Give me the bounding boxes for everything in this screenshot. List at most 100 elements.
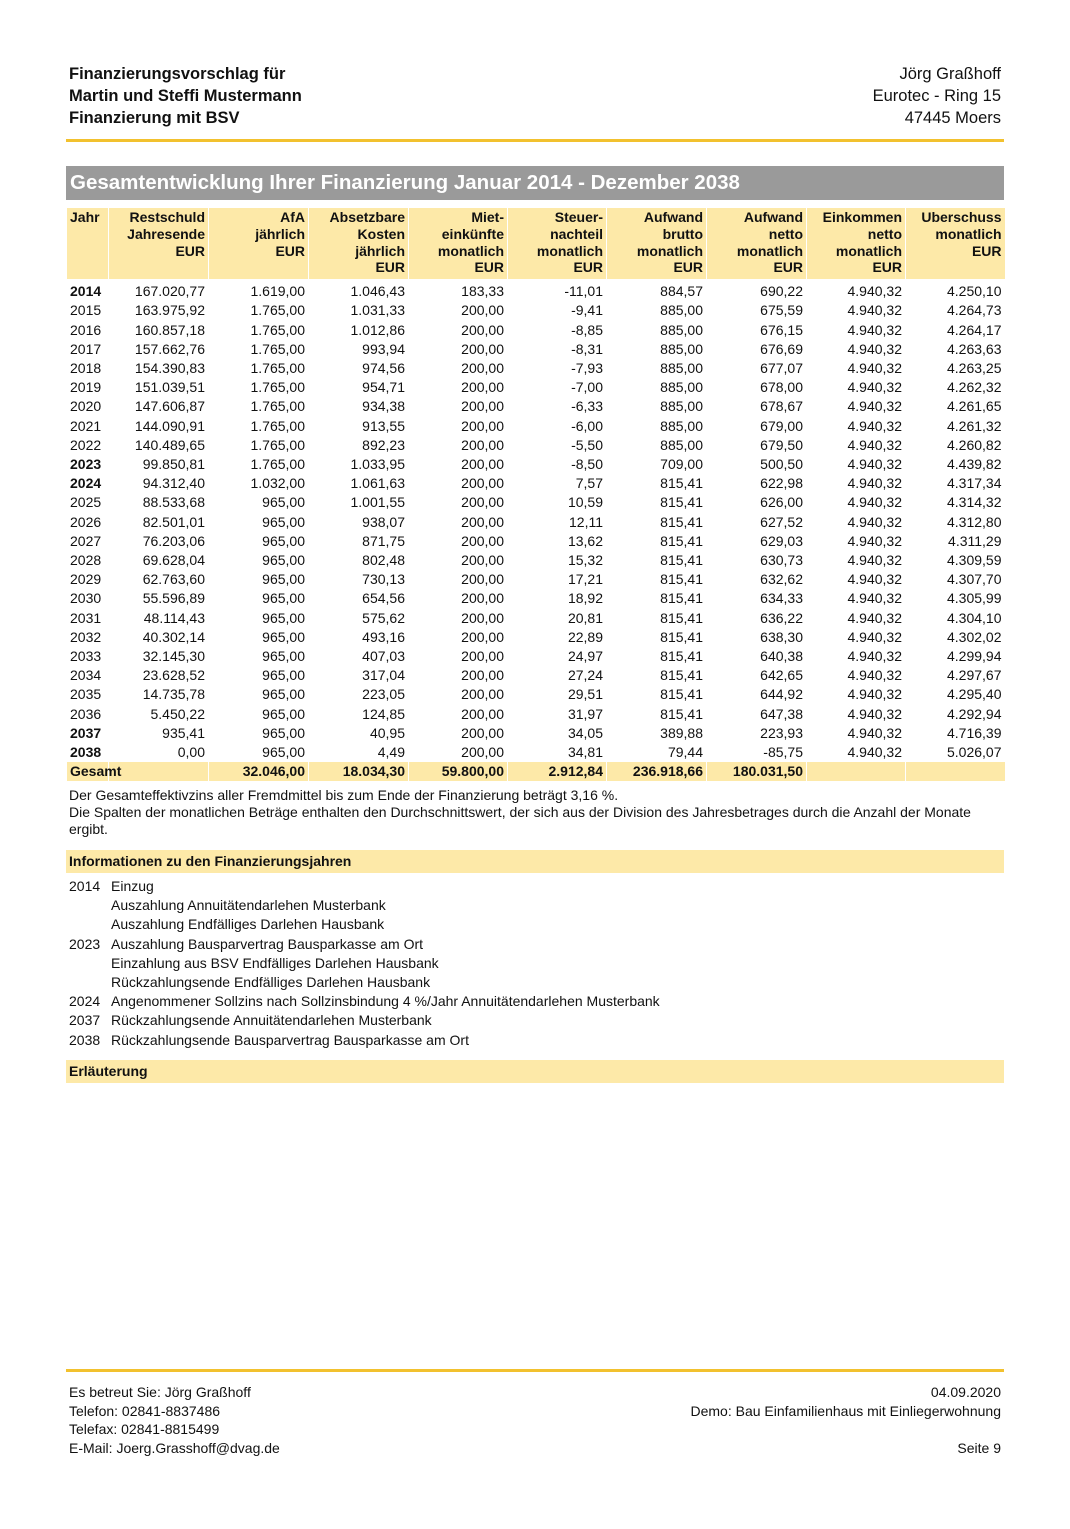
table-cell: 18,92 bbox=[507, 589, 607, 609]
table-cell: 389,88 bbox=[606, 723, 707, 744]
table-cell: -7,93 bbox=[507, 359, 607, 379]
total-cell: 18.034,30 bbox=[308, 762, 409, 782]
table-cell: 993,94 bbox=[308, 339, 409, 359]
table-cell: 913,55 bbox=[308, 416, 409, 436]
table-cell: 2031 bbox=[66, 608, 109, 628]
table-cell: 815,41 bbox=[606, 627, 707, 648]
table-cell: 4.940,32 bbox=[806, 378, 906, 398]
table-cell: 2035 bbox=[66, 685, 109, 705]
info-item: Rückzahlungsende Bausparvertrag Bauspark… bbox=[111, 1031, 469, 1048]
header-line: 47445 Moers bbox=[904, 109, 1001, 127]
table-cell: 4.307,70 bbox=[905, 570, 1005, 590]
table-cell: 815,41 bbox=[606, 704, 707, 724]
column-header: Uberschuss monatlich EUR bbox=[905, 208, 1005, 280]
table-cell: 223,05 bbox=[308, 685, 409, 705]
column-header-line: Uberschuss bbox=[921, 209, 1002, 225]
table-cell: 2021 bbox=[66, 416, 109, 436]
table-cell: -6,33 bbox=[507, 397, 607, 417]
table-cell: -8,50 bbox=[507, 455, 607, 475]
table-cell: 2017 bbox=[66, 339, 109, 359]
table-cell: 1.032,00 bbox=[208, 474, 309, 494]
table-cell: 677,07 bbox=[706, 359, 807, 379]
table-cell: 200,00 bbox=[408, 378, 508, 398]
column-header: Miet-einkünfte monatlich EUR bbox=[408, 208, 508, 280]
table-cell: 154.390,83 bbox=[108, 359, 209, 379]
table-cell: 644,92 bbox=[706, 685, 807, 705]
table-cell: 200,00 bbox=[408, 455, 508, 475]
table-cell: 76.203,06 bbox=[108, 531, 209, 552]
info-entry: 2014 Einzug bbox=[69, 877, 660, 896]
table-cell: 885,00 bbox=[606, 359, 707, 379]
table-cell: 2027 bbox=[66, 531, 109, 552]
table-cell: 2022 bbox=[66, 435, 109, 456]
table-cell: 317,04 bbox=[308, 666, 409, 686]
table-cell: 5.450,22 bbox=[108, 704, 209, 724]
info-entry: Auszahlung Endfälliges Darlehen Hausbank bbox=[69, 915, 660, 934]
table-row: 2032 40.302,14 965,00 493,16 200,00 22,89 815,… bbox=[66, 627, 1005, 648]
table-cell: 4.317,34 bbox=[905, 474, 1005, 494]
column-header-line: Jahr bbox=[70, 209, 100, 225]
info-year bbox=[69, 896, 111, 915]
info-entry: Rückzahlungsende Endfälliges Darlehen Ha… bbox=[69, 973, 660, 992]
table-cell: 1.001,55 bbox=[308, 493, 409, 513]
table-cell: 892,23 bbox=[308, 435, 409, 456]
info-year: 2024 bbox=[69, 993, 101, 1010]
table-cell: 4.297,67 bbox=[905, 666, 1005, 686]
total-cell bbox=[806, 762, 906, 782]
info-year: 2014 bbox=[69, 878, 101, 894]
table-cell: 4.263,25 bbox=[905, 359, 1005, 379]
info-entry: 2024 Angenommener Sollzins nach Sollzinsb… bbox=[69, 992, 660, 1011]
table-cell: 885,00 bbox=[606, 339, 707, 359]
table-cell: 151.039,51 bbox=[108, 378, 209, 398]
footer-line: 04.09.2020 bbox=[930, 1384, 1001, 1400]
table-cell: 200,00 bbox=[408, 647, 508, 667]
column-header-line: Kosten bbox=[357, 225, 405, 242]
table-cell: 200,00 bbox=[408, 531, 508, 552]
table-cell: 938,07 bbox=[308, 512, 409, 532]
table-cell: 678,00 bbox=[706, 378, 807, 398]
table-cell: 885,00 bbox=[606, 301, 707, 321]
table-cell: 200,00 bbox=[408, 570, 508, 590]
table-cell: 2016 bbox=[66, 320, 109, 340]
table-cell: 62.763,60 bbox=[108, 570, 209, 590]
header-line: Finanzierung mit BSV bbox=[69, 109, 240, 127]
table-cell: 2032 bbox=[66, 627, 109, 648]
table-cell: 676,15 bbox=[706, 320, 807, 340]
table-cell: 965,00 bbox=[208, 531, 309, 552]
table-cell: 10,59 bbox=[507, 493, 607, 513]
explanation-title: Erläuterung bbox=[66, 1060, 1004, 1083]
table-cell: 675,59 bbox=[706, 301, 807, 321]
table-cell: 4.716,39 bbox=[905, 723, 1005, 744]
table-cell: 815,41 bbox=[606, 570, 707, 590]
table-cell: 626,00 bbox=[706, 493, 807, 513]
table-cell: 627,52 bbox=[706, 512, 807, 532]
footer-rule bbox=[66, 1369, 1004, 1372]
development-table: Jahr Restschuld Jahresende EUR AfA jährlich EU… bbox=[66, 208, 1005, 782]
table-cell: 7,57 bbox=[507, 474, 607, 494]
table-cell: 1.765,00 bbox=[208, 397, 309, 417]
table-cell: 12,11 bbox=[507, 512, 607, 532]
table-cell: 200,00 bbox=[408, 435, 508, 456]
table-cell: 885,00 bbox=[606, 320, 707, 340]
table-row: 2036 5.450,22 965,00 124,85 200,00 31,97 815,4… bbox=[66, 704, 1005, 724]
table-cell: 493,16 bbox=[308, 627, 409, 648]
header-line: Finanzierungsvorschlag für bbox=[69, 65, 286, 83]
column-header-line: brutto bbox=[662, 225, 703, 242]
table-cell: 2037 bbox=[66, 723, 109, 744]
column-header-line: Absetzbare bbox=[329, 209, 405, 225]
table-cell: 815,41 bbox=[606, 647, 707, 667]
table-cell: 1.765,00 bbox=[208, 378, 309, 398]
table-row: 2018 154.390,83 1.765,00 974,56 200,00 -7,93 8… bbox=[66, 359, 1005, 379]
info-item: Einzug bbox=[111, 878, 154, 894]
table-row: 2019 151.039,51 1.765,00 954,71 200,00 -7,00 8… bbox=[66, 378, 1005, 398]
table-row: 2020 147.606,87 1.765,00 934,38 200,00 -6,33 8… bbox=[66, 397, 1005, 417]
table-cell: 638,30 bbox=[706, 627, 807, 648]
table-cell: 965,00 bbox=[208, 512, 309, 532]
table-cell: 1.033,95 bbox=[308, 455, 409, 475]
table-cell: 48.114,43 bbox=[108, 608, 209, 628]
total-cell bbox=[905, 762, 1005, 782]
table-cell: 147.606,87 bbox=[108, 397, 209, 417]
column-header-line: Miet- bbox=[471, 209, 504, 225]
table-row: 2030 55.596,89 965,00 654,56 200,00 18,92 815,… bbox=[66, 589, 1005, 609]
table-cell: 94.312,40 bbox=[108, 474, 209, 494]
